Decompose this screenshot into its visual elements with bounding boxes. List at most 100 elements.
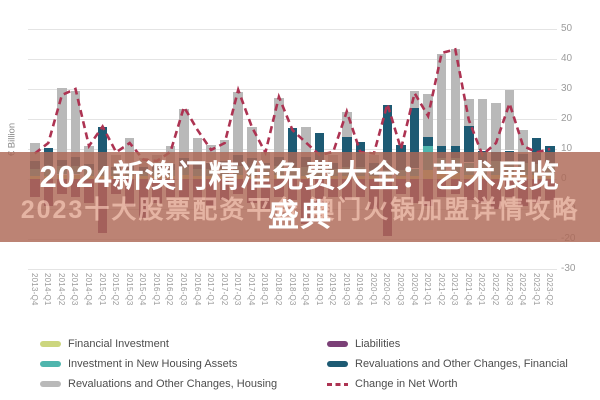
x-tick-label: 2022-Q4	[518, 273, 528, 306]
legend-swatch-li	[327, 341, 348, 347]
legend-item-nh: Investment in New Housing Assets	[40, 357, 237, 371]
x-tick-label: 2021-Q3	[450, 273, 460, 306]
bar-segment-rf	[382, 104, 393, 170]
y-tick-label: 50	[561, 23, 573, 34]
legend-label-rh: Revaluations and Other Changes, Housing	[68, 378, 278, 390]
legend-item-fi: Financial Investment	[40, 337, 169, 351]
overlay-banner	[0, 152, 600, 242]
x-tick-label: 2014-Q3	[70, 273, 80, 306]
x-tick-label: 2018-Q4	[301, 273, 311, 306]
x-tick-label: 2021-Q2	[436, 273, 446, 306]
bar-segment-rf	[423, 137, 433, 146]
x-tick-label: 2020-Q3	[396, 273, 405, 306]
x-tick-label: 2014-Q2	[56, 273, 66, 306]
bar-segment-rf	[287, 128, 298, 167]
bar-segment-rh	[518, 129, 528, 154]
bar-segment-rh	[491, 103, 501, 152]
bar-segment-rh	[192, 138, 203, 163]
x-tick-label: 2015-Q4	[138, 273, 148, 306]
legend-item-li: Liabilities	[327, 337, 400, 351]
bar-segment-rh	[450, 49, 461, 146]
x-tick-label: 2021-Q4	[463, 273, 473, 306]
x-tick-label: 2017-Q1	[206, 273, 216, 306]
legend-item-net: Change in Net Worth	[327, 377, 458, 391]
gridline	[28, 118, 557, 120]
watermark-text: 2023十大股票配资平台 澳门火锅加盟详情攻略	[20, 196, 580, 224]
bar-segment-rf	[531, 137, 542, 164]
y-tick-label: 10	[561, 143, 573, 154]
gridline	[28, 88, 557, 90]
x-tick-label: 2018-Q3	[287, 273, 297, 306]
bar-segment-rh	[504, 89, 515, 151]
bar-segment-rh	[274, 98, 284, 157]
bar-segment-rf	[409, 107, 420, 169]
x-tick-label: 2015-Q1	[97, 273, 107, 306]
bar-segment-rh	[247, 126, 257, 158]
legend-label-fi: Financial Investment	[68, 338, 169, 350]
gridline	[28, 58, 557, 60]
gridline	[28, 268, 557, 270]
x-tick-label: 2017-Q2	[219, 273, 229, 306]
legend-item-rf: Revaluations and Other Changes, Financia…	[327, 357, 568, 371]
x-tick-label: 2013-Q4	[29, 273, 39, 306]
legend-label-rf: Revaluations and Other Changes, Financia…	[355, 358, 568, 370]
bar-segment-rh	[233, 92, 243, 155]
overlay-title-line-1: 2024新澳门精准免费大全：艺术展览	[39, 159, 561, 194]
bar-segment-rh	[301, 126, 311, 157]
x-tick-label: 2017-Q3	[233, 273, 243, 306]
bar-segment-rf	[314, 133, 325, 167]
x-tick-label: 2014-Q4	[84, 273, 94, 306]
x-tick-label: 2023-Q1	[531, 273, 541, 306]
legend-swatch-rh	[40, 381, 61, 387]
bar-segment-rh	[57, 88, 67, 161]
legend-swatch-nh	[40, 361, 61, 367]
legend-swatch-net	[327, 382, 348, 386]
x-tick-label: 2020-Q2	[382, 273, 392, 306]
x-tick-label: 2022-Q3	[504, 273, 514, 306]
x-tick-label: 2017-Q4	[246, 273, 256, 306]
bar-segment-rh	[124, 137, 135, 164]
x-tick-label: 2019-Q3	[341, 273, 351, 306]
gridline	[28, 28, 557, 30]
x-tick-label: 2022-Q2	[490, 273, 500, 306]
bar-segment-rh	[342, 111, 352, 137]
x-tick-label: 2018-Q1	[260, 273, 270, 306]
legend-label-li: Liabilities	[355, 338, 401, 350]
x-tick-label: 2020-Q1	[368, 273, 378, 306]
x-tick-label: 2014-Q1	[43, 273, 53, 306]
x-tick-label: 2016-Q2	[165, 273, 175, 306]
x-tick-label: 2016-Q1	[151, 273, 161, 306]
y-tick-label: 20	[561, 113, 573, 124]
bar-segment-rh	[409, 90, 420, 108]
overlay-title-line-2: 盛典	[268, 198, 332, 233]
x-tick-label: 2020-Q4	[409, 273, 419, 306]
legend-label-nh: Investment in New Housing Assets	[68, 358, 238, 370]
y-tick-label: 40	[561, 53, 573, 64]
x-tick-label: 2018-Q2	[273, 273, 283, 306]
bar-segment-rh	[70, 91, 81, 158]
legend-swatch-rf	[327, 361, 348, 367]
x-tick-label: 2016-Q3	[178, 273, 188, 306]
bar-segment-rf	[97, 127, 108, 170]
legend-item-rh: Revaluations and Other Changes, Housing	[40, 377, 277, 391]
x-tick-label: 2019-Q4	[355, 273, 365, 306]
x-tick-label: 2019-Q1	[314, 273, 324, 306]
bar-segment-rh	[436, 54, 447, 146]
bar-segment-rh	[464, 98, 474, 126]
net-worth-line	[34, 47, 551, 163]
bar-segment-rh	[179, 109, 189, 158]
y-tick-label: -30	[561, 263, 576, 274]
x-tick-label: 2016-Q4	[192, 273, 202, 306]
x-tick-label: 2022-Q1	[477, 273, 487, 306]
bar-segment-rh	[219, 140, 230, 161]
legend-swatch-fi	[40, 341, 61, 347]
x-tick-label: 2021-Q1	[423, 273, 433, 306]
bar-segment-rh	[477, 98, 488, 151]
x-tick-label: 2015-Q2	[111, 273, 121, 306]
x-tick-label: 2019-Q2	[328, 273, 338, 306]
legend-label-net: Change in Net Worth	[355, 378, 458, 390]
x-tick-label: 2023-Q2	[545, 273, 555, 306]
x-tick-label: 2015-Q3	[124, 273, 134, 306]
bar-segment-rf	[464, 125, 474, 163]
